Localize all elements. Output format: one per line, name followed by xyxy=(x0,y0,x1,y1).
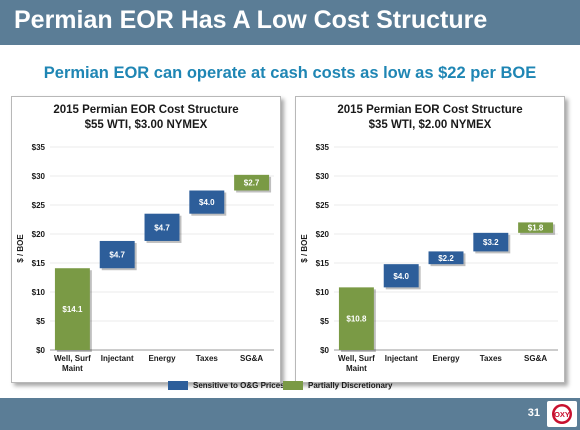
bar-value-label: $4.0 xyxy=(393,272,409,281)
y-tick-label: $30 xyxy=(32,172,46,181)
y-axis-label: $ / BOE xyxy=(16,234,25,263)
x-tick-label: Taxes xyxy=(196,354,219,363)
legend: Sensitive to O&G Prices Partially Discre… xyxy=(0,381,580,395)
y-axis-label: $ / BOE xyxy=(300,234,309,263)
y-tick-label: $0 xyxy=(320,346,329,355)
y-tick-label: $35 xyxy=(316,143,330,152)
x-tick-label: Injectant xyxy=(385,354,418,363)
legend-swatch-sensitive xyxy=(168,381,188,390)
footer-bar: 31 OXY xyxy=(0,398,580,430)
y-tick-label: $0 xyxy=(36,346,45,355)
chart-svg-right: 2015 Permian EOR Cost Structure $35 WTI, … xyxy=(300,104,558,373)
x-tick-label: Energy xyxy=(148,354,176,363)
x-tick-label: SG&A xyxy=(240,354,263,363)
bar-value-label: $1.8 xyxy=(528,224,544,233)
bar-2 xyxy=(144,213,180,241)
chart-55-wti: 2015 Permian EOR Cost Structure $55 WTI, … xyxy=(11,96,281,383)
bar-value-label: $2.7 xyxy=(244,179,260,188)
legend-label-discretionary: Partially Discretionary xyxy=(308,381,393,390)
legend-label-sensitive: Sensitive to O&G Prices xyxy=(193,381,285,390)
x-tick-label: Injectant xyxy=(101,354,134,363)
x-tick-label: Maint xyxy=(346,364,367,373)
chart-title: 2015 Permian EOR Cost Structure xyxy=(53,104,238,116)
x-tick-label: Taxes xyxy=(480,354,503,363)
y-tick-label: $15 xyxy=(316,259,330,268)
oxy-logo: OXY xyxy=(547,401,577,427)
bar-2 xyxy=(428,251,464,265)
bar-4 xyxy=(518,222,554,233)
y-tick-label: $35 xyxy=(32,143,46,152)
y-tick-label: $25 xyxy=(316,201,330,210)
y-tick-label: $25 xyxy=(32,201,46,210)
oxy-logo-text: OXY xyxy=(554,410,570,419)
bar-value-label: $4.7 xyxy=(109,251,125,260)
y-tick-label: $20 xyxy=(316,230,330,239)
bar-3 xyxy=(473,232,509,252)
bar-value-label: $4.7 xyxy=(154,223,170,232)
bar-3 xyxy=(189,190,225,214)
y-tick-label: $10 xyxy=(32,288,46,297)
chart-title: 2015 Permian EOR Cost Structure xyxy=(337,104,522,116)
x-tick-label: Energy xyxy=(432,354,460,363)
bar-value-label: $4.0 xyxy=(199,198,215,207)
bar-value-label: $2.2 xyxy=(438,254,454,263)
header-bar: Permian EOR Has A Low Cost Structure xyxy=(0,0,580,45)
x-tick-label: Maint xyxy=(62,364,83,373)
chart-subtitle: $55 WTI, $3.00 NYMEX xyxy=(85,119,208,131)
x-tick-label: SG&A xyxy=(524,354,547,363)
y-tick-label: $15 xyxy=(32,259,46,268)
y-tick-label: $30 xyxy=(316,172,330,181)
y-tick-label: $5 xyxy=(36,317,45,326)
y-tick-label: $20 xyxy=(32,230,46,239)
page-title: Permian EOR Has A Low Cost Structure xyxy=(14,6,488,34)
chart-svg-left: 2015 Permian EOR Cost Structure $55 WTI, … xyxy=(16,104,274,373)
legend-item-sensitive: Sensitive to O&G Prices xyxy=(168,381,285,390)
bar-1 xyxy=(99,240,135,269)
y-tick-label: $10 xyxy=(316,288,330,297)
bar-4 xyxy=(234,174,270,191)
bar-value-label: $3.2 xyxy=(483,238,499,247)
bar-value-label: $10.8 xyxy=(346,315,367,324)
x-tick-label: Well, Surf xyxy=(338,354,375,363)
legend-item-discretionary: Partially Discretionary xyxy=(283,381,392,390)
legend-swatch-discretionary xyxy=(283,381,303,390)
bar-0 xyxy=(54,268,90,350)
page-number: 31 xyxy=(527,407,540,419)
bar-value-label: $14.1 xyxy=(62,305,83,314)
bar-0 xyxy=(338,287,374,350)
chart-35-wti: 2015 Permian EOR Cost Structure $35 WTI, … xyxy=(295,96,565,383)
chart-subtitle: $35 WTI, $2.00 NYMEX xyxy=(369,119,492,131)
x-tick-label: Well, Surf xyxy=(54,354,91,363)
page-subtitle: Permian EOR can operate at cash costs as… xyxy=(43,64,537,82)
y-tick-label: $5 xyxy=(320,317,329,326)
bar-1 xyxy=(383,264,419,288)
